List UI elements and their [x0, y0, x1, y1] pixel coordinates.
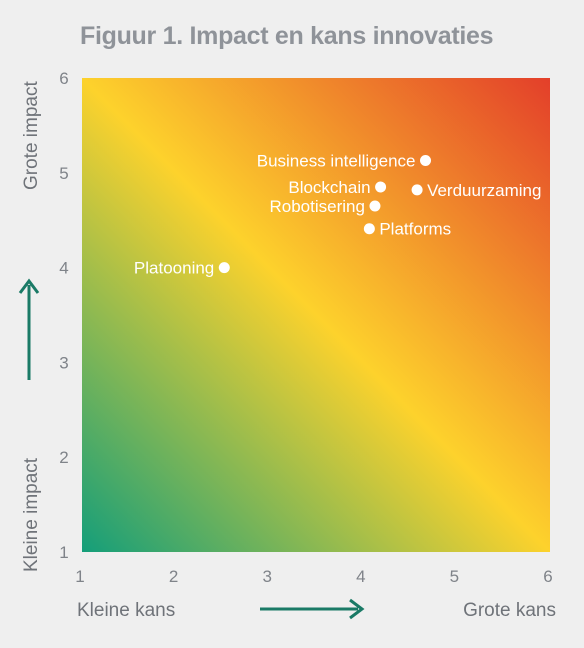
x-tick-label: 4 [356, 567, 365, 586]
plot-area [82, 78, 550, 552]
data-point [363, 223, 375, 235]
x-tick-label: 2 [169, 567, 178, 586]
x-axis-label-high: Grote kans [463, 600, 556, 621]
y-axis-label-high: Grote impact [21, 81, 42, 190]
data-point [369, 200, 381, 212]
x-tick-label: 5 [450, 567, 459, 586]
x-tick-label: 3 [262, 567, 271, 586]
y-tick-label: 5 [59, 164, 68, 183]
chart-title: Figuur 1. Impact en kans innovaties [80, 22, 494, 50]
data-point-label: Platooning [134, 259, 214, 278]
x-tick-label: 6 [543, 567, 552, 586]
y-tick-label: 3 [59, 353, 68, 372]
data-point-label: Blockchain [288, 178, 370, 197]
data-points: Business intelligence Blockchain Verduurza… [134, 151, 542, 277]
right-arrow-icon [260, 598, 365, 620]
data-point-label: Robotisering [270, 197, 365, 216]
y-tick-label: 4 [59, 259, 68, 278]
y-tick-label: 1 [59, 543, 68, 562]
data-point [375, 181, 387, 193]
data-point [218, 262, 230, 274]
x-axis-label-low: Kleine kans [77, 600, 175, 621]
data-point-label: Business intelligence [257, 151, 416, 170]
data-point [420, 154, 432, 166]
data-point-label: Verduurzaming [427, 181, 541, 200]
y-tick-label: 6 [59, 69, 68, 88]
y-tick-label: 2 [59, 448, 68, 467]
data-point-label: Platforms [379, 220, 451, 239]
y-axis-label-low: Kleine impact [21, 457, 42, 572]
x-tick-label: 1 [75, 567, 84, 586]
axis-ticks: 1 2 3 4 5 6 1 2 3 4 5 6 [59, 69, 552, 586]
data-point [411, 184, 423, 196]
up-arrow-icon [18, 278, 40, 380]
